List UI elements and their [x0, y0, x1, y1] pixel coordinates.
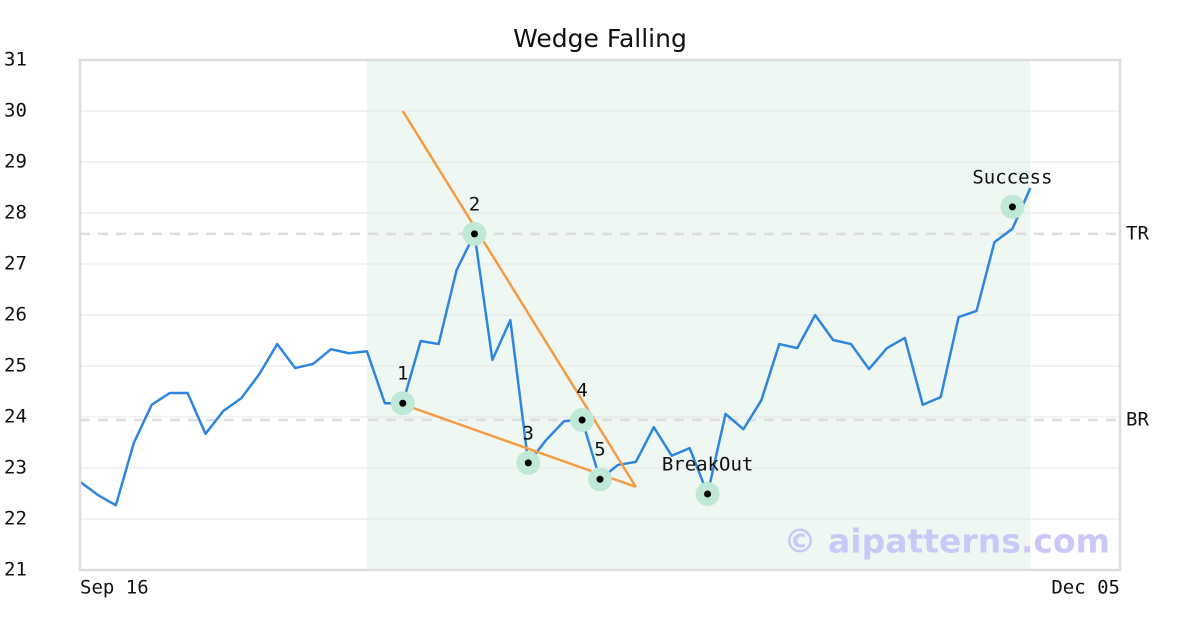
- y-tick-label: 25: [4, 355, 27, 377]
- y-tick-label: 28: [4, 202, 27, 224]
- watermark: © aipatterns.com: [784, 522, 1110, 561]
- pivot-dot: [1008, 203, 1016, 211]
- pivot-dot: [704, 490, 712, 498]
- plot-frame: [78, 58, 1122, 572]
- y-tick-label: 24: [4, 406, 27, 428]
- y-tick-label: 31: [4, 49, 27, 71]
- y-tick-label: 26: [4, 304, 27, 326]
- pivot-dot: [524, 459, 532, 467]
- x-tick-label: Dec 05: [1051, 577, 1120, 599]
- pivot-label: 4: [576, 380, 587, 402]
- pivot-dot: [470, 230, 478, 238]
- trend-line: [401, 110, 637, 488]
- pivot-label: BreakOut: [662, 454, 754, 476]
- pivot-dot: [399, 399, 407, 407]
- pivot-dot: [596, 475, 604, 483]
- x-tick-label: Sep 16: [80, 577, 149, 599]
- pivot-label: 5: [594, 439, 605, 461]
- pivot-label: 2: [469, 193, 480, 215]
- y-tick-label: 27: [4, 253, 27, 275]
- level-label: TR: [1126, 222, 1149, 244]
- pivot-label: Success: [972, 166, 1052, 188]
- pivot-dot: [578, 416, 586, 424]
- y-tick-label: 22: [4, 508, 27, 530]
- level-label: BR: [1126, 409, 1149, 431]
- y-tick-label: 29: [4, 151, 27, 173]
- y-tick-label: 23: [4, 457, 27, 479]
- y-tick-label: 30: [4, 100, 27, 122]
- pivot-label: 3: [523, 422, 534, 444]
- price-line: [79, 187, 1032, 507]
- pivot-label: 1: [397, 363, 408, 385]
- chart-title: Wedge Falling: [513, 24, 687, 53]
- y-tick-label: 21: [4, 559, 27, 581]
